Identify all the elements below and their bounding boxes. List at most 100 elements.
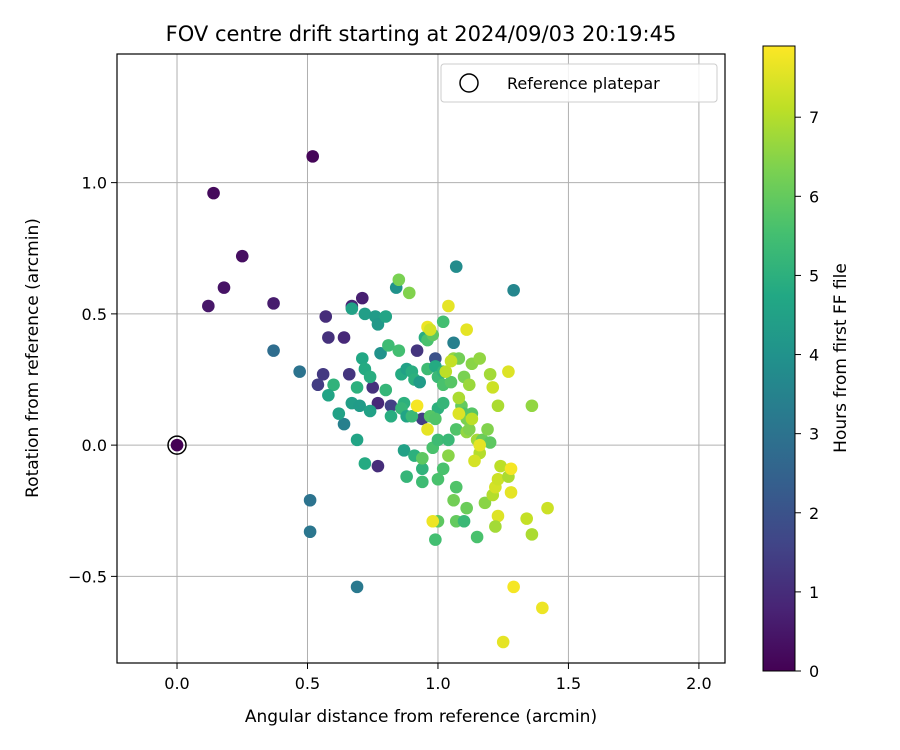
x-tick-label: 1.5 xyxy=(556,674,581,693)
data-point xyxy=(489,520,502,533)
data-point xyxy=(207,186,220,200)
data-point xyxy=(496,635,510,649)
reference-marker xyxy=(167,435,187,455)
colorbar-ticks: 0 1 2 3 4 5 6 7 xyxy=(795,108,819,681)
data-point xyxy=(350,433,364,447)
y-tick-label: −0.5 xyxy=(68,567,107,586)
data-point xyxy=(442,299,455,313)
data-point xyxy=(473,352,487,365)
colorbar-tick-label: 5 xyxy=(809,266,819,285)
data-point xyxy=(311,378,325,392)
data-point xyxy=(431,433,445,447)
data-point xyxy=(525,399,539,413)
data-point xyxy=(358,457,372,470)
legend-entry-reference: Reference platepar xyxy=(507,74,660,93)
data-point xyxy=(342,367,356,381)
data-point xyxy=(491,472,505,486)
data-point xyxy=(267,297,280,310)
data-point xyxy=(429,412,442,426)
data-point xyxy=(416,462,429,476)
colorbar-tick-label: 4 xyxy=(809,346,819,365)
data-point xyxy=(379,310,393,323)
data-point xyxy=(507,580,520,594)
data-point xyxy=(444,375,458,389)
data-point xyxy=(447,493,460,507)
data-point xyxy=(371,318,385,331)
data-point xyxy=(491,509,505,523)
colorbar-label: Hours from first FF file xyxy=(831,263,851,453)
data-point xyxy=(481,423,494,436)
colorbar-tick-label: 6 xyxy=(809,187,819,206)
scatter-points xyxy=(170,150,554,649)
data-point xyxy=(170,438,184,452)
x-tick-label: 0.0 xyxy=(164,674,189,693)
data-point xyxy=(462,423,476,436)
data-point xyxy=(322,331,335,344)
data-point xyxy=(436,396,450,410)
data-point xyxy=(303,525,317,539)
data-point xyxy=(431,472,445,486)
data-point xyxy=(452,407,466,420)
data-point xyxy=(303,493,317,507)
data-point xyxy=(449,260,463,273)
data-point xyxy=(410,344,424,357)
colorbar-tick-label: 7 xyxy=(809,108,819,127)
data-point xyxy=(447,336,460,350)
data-point xyxy=(507,283,520,297)
data-point xyxy=(426,514,440,528)
data-point xyxy=(202,299,215,313)
data-point xyxy=(491,399,505,413)
data-point xyxy=(442,433,455,447)
data-point xyxy=(416,475,429,489)
data-point xyxy=(442,449,455,462)
data-point xyxy=(413,375,426,389)
data-point xyxy=(379,383,393,397)
plot-area xyxy=(117,54,725,663)
data-point xyxy=(470,530,484,544)
data-point xyxy=(384,409,398,423)
data-point xyxy=(371,396,385,410)
data-point xyxy=(337,417,351,431)
data-point xyxy=(306,150,320,163)
colorbar-tick-label: 0 xyxy=(809,662,819,681)
data-point xyxy=(392,344,406,357)
y-axis-label: Rotation from reference (arcmin) xyxy=(23,218,43,498)
data-point xyxy=(345,302,359,315)
data-point xyxy=(337,331,351,344)
legend: Reference platepar xyxy=(440,63,718,103)
data-point xyxy=(350,381,364,394)
data-point xyxy=(504,486,518,499)
data-point xyxy=(327,378,340,392)
data-point xyxy=(452,391,466,405)
data-point xyxy=(316,367,330,381)
data-point xyxy=(541,501,554,515)
data-point xyxy=(397,444,411,457)
data-point xyxy=(402,286,416,300)
data-point xyxy=(392,273,406,287)
data-point xyxy=(494,459,507,473)
y-tick-label: 0.5 xyxy=(82,305,107,324)
data-point xyxy=(502,365,515,378)
data-point xyxy=(400,470,413,483)
data-point xyxy=(421,423,434,436)
data-point xyxy=(410,399,424,413)
data-point xyxy=(460,501,473,515)
data-point xyxy=(363,370,377,384)
reference-point xyxy=(167,435,187,455)
data-point xyxy=(267,344,280,357)
data-point xyxy=(293,365,306,378)
y-axis-ticks: −0.5 0.0 0.5 1.0 xyxy=(68,174,117,586)
data-point xyxy=(478,496,492,510)
data-point xyxy=(355,291,369,305)
data-point xyxy=(363,404,377,418)
legend-box xyxy=(440,63,718,103)
data-point xyxy=(465,412,479,426)
data-point xyxy=(350,580,364,594)
data-point xyxy=(536,601,549,615)
data-point xyxy=(473,438,487,452)
data-point xyxy=(444,354,458,368)
x-tick-label: 2.0 xyxy=(686,674,711,693)
y-tick-label: 0.0 xyxy=(82,436,107,455)
colorbar-tick-label: 1 xyxy=(809,583,819,602)
